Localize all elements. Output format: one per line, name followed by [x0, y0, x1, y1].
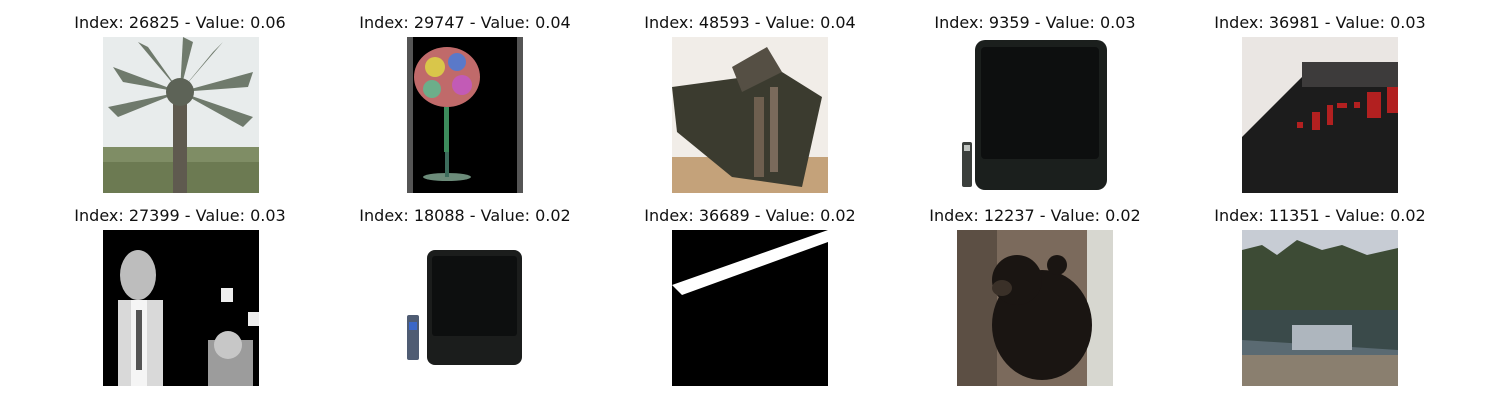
panel-10: Index: 11351 - Value: 0.02 [1170, 203, 1470, 393]
panel-9: Index: 12237 - Value: 0.02 [885, 203, 1185, 393]
flower-vase-icon [387, 37, 543, 193]
panel-title: Index: 36981 - Value: 0.03 [1214, 13, 1426, 32]
box-object-icon [672, 37, 828, 193]
panel-8: Index: 36689 - Value: 0.02 [600, 203, 900, 393]
panel-4: Index: 9359 - Value: 0.03 [885, 10, 1185, 200]
panel-title: Index: 18088 - Value: 0.02 [359, 206, 571, 225]
television-icon [387, 230, 543, 386]
bear-icon [957, 230, 1113, 386]
panel-title: Index: 9359 - Value: 0.03 [934, 13, 1136, 32]
light-streak-icon [672, 230, 828, 386]
panel-title: Index: 12237 - Value: 0.02 [929, 206, 1141, 225]
panel-5: Index: 36981 - Value: 0.03 [1170, 10, 1470, 200]
panel-3: Index: 48593 - Value: 0.04 [600, 10, 900, 200]
television-icon [957, 37, 1113, 193]
panel-title: Index: 36689 - Value: 0.02 [644, 206, 856, 225]
person-portrait-icon [103, 230, 259, 386]
lake-landscape-icon [1242, 230, 1398, 386]
panel-title: Index: 26825 - Value: 0.06 [74, 13, 286, 32]
panel-6: Index: 27399 - Value: 0.03 [30, 203, 330, 393]
panel-title: Index: 27399 - Value: 0.03 [74, 206, 286, 225]
panel-title: Index: 29747 - Value: 0.04 [359, 13, 571, 32]
alarm-clock-icon [1242, 37, 1398, 193]
palm-tree-icon [103, 37, 259, 193]
panel-title: Index: 11351 - Value: 0.02 [1214, 206, 1426, 225]
panel-7: Index: 18088 - Value: 0.02 [315, 203, 615, 393]
panel-title: Index: 48593 - Value: 0.04 [644, 13, 856, 32]
panel-1: Index: 26825 - Value: 0.06 [30, 10, 330, 200]
panel-2: Index: 29747 - Value: 0.04 [315, 10, 615, 200]
